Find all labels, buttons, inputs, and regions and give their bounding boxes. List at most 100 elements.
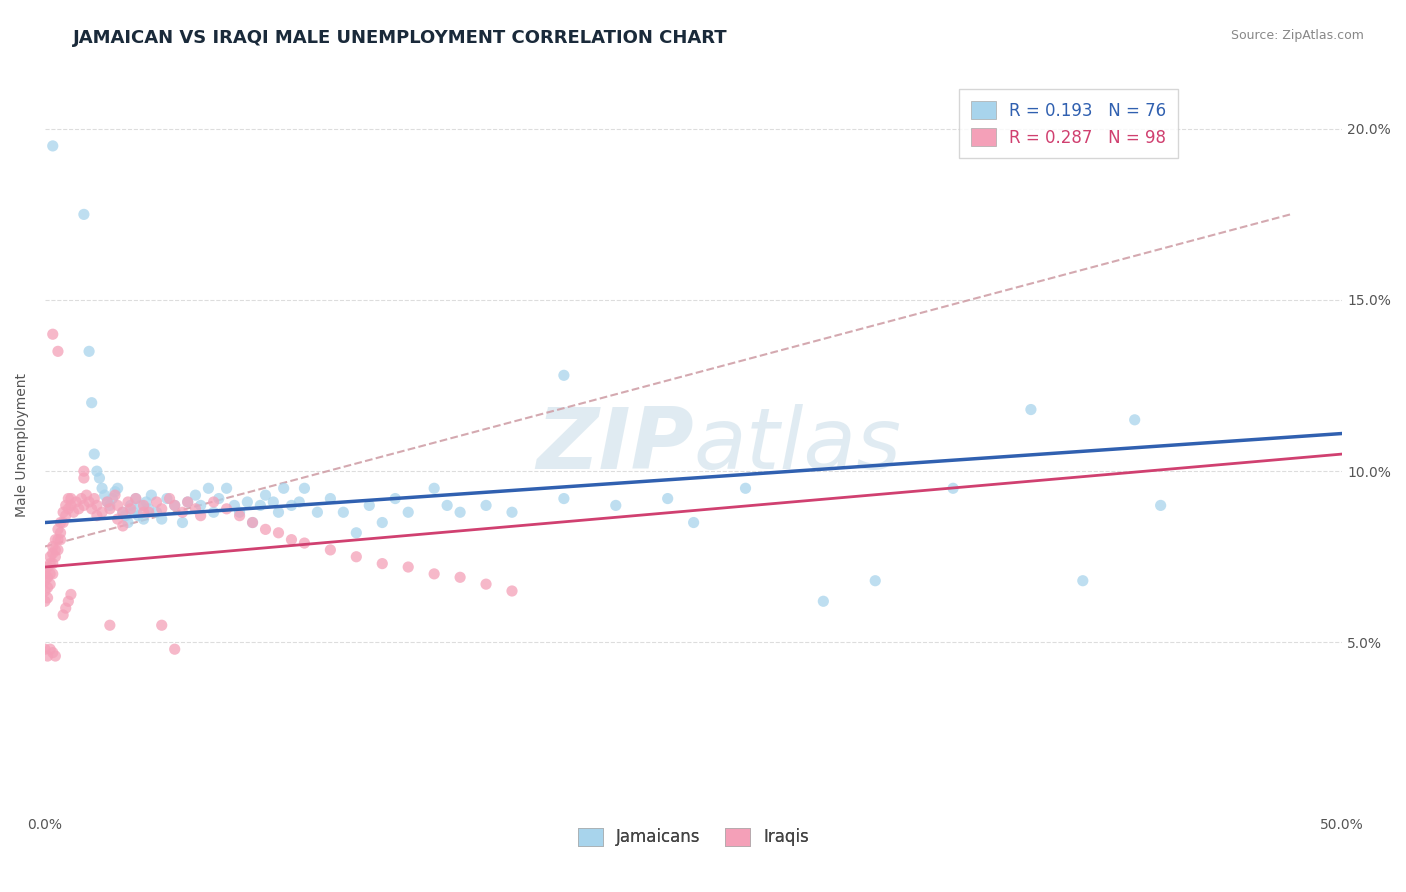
Point <box>114 508 136 523</box>
Point <box>58 501 80 516</box>
Point <box>1149 499 1171 513</box>
Point <box>190 508 212 523</box>
Point <box>80 501 103 516</box>
Point <box>254 488 277 502</box>
Y-axis label: Male Unemployment: Male Unemployment <box>15 374 30 517</box>
Point <box>1071 574 1094 588</box>
Point <box>242 516 264 530</box>
Point <box>107 512 129 526</box>
Point <box>294 536 316 550</box>
Point <box>52 516 75 530</box>
Text: Source: ZipAtlas.com: Source: ZipAtlas.com <box>1230 29 1364 42</box>
Point <box>83 491 105 506</box>
Point <box>294 481 316 495</box>
Point <box>77 344 100 359</box>
Point <box>332 505 354 519</box>
Point <box>813 594 835 608</box>
Point <box>49 525 72 540</box>
Point <box>39 566 62 581</box>
Point <box>254 522 277 536</box>
Point <box>77 495 100 509</box>
Point <box>384 491 406 506</box>
Point <box>267 505 290 519</box>
Text: atlas: atlas <box>693 404 901 487</box>
Point <box>125 491 148 506</box>
Point <box>49 533 72 547</box>
Point <box>91 505 114 519</box>
Point <box>344 525 367 540</box>
Point <box>42 540 65 554</box>
Point <box>145 495 167 509</box>
Point <box>73 207 96 221</box>
Point <box>344 549 367 564</box>
Point <box>307 505 329 519</box>
Point <box>280 533 302 547</box>
Point <box>371 557 394 571</box>
Point <box>176 495 198 509</box>
Point <box>37 581 59 595</box>
Point <box>215 501 238 516</box>
Point <box>553 491 575 506</box>
Point <box>138 505 160 519</box>
Point <box>150 618 173 632</box>
Point <box>197 481 219 495</box>
Point <box>86 464 108 478</box>
Point <box>117 495 139 509</box>
Point <box>39 557 62 571</box>
Point <box>65 495 87 509</box>
Point <box>371 516 394 530</box>
Point <box>98 501 121 516</box>
Point <box>475 499 498 513</box>
Point <box>159 491 181 506</box>
Point <box>107 481 129 495</box>
Point <box>34 566 56 581</box>
Point <box>39 642 62 657</box>
Point <box>176 495 198 509</box>
Point <box>89 471 111 485</box>
Point <box>501 505 523 519</box>
Point <box>280 499 302 513</box>
Point <box>132 512 155 526</box>
Point <box>96 495 118 509</box>
Point <box>104 488 127 502</box>
Point <box>101 491 124 506</box>
Point <box>111 505 134 519</box>
Point <box>96 495 118 509</box>
Point <box>111 519 134 533</box>
Point <box>262 495 284 509</box>
Point <box>163 499 186 513</box>
Point <box>145 505 167 519</box>
Text: JAMAICAN VS IRAQI MALE UNEMPLOYMENT CORRELATION CHART: JAMAICAN VS IRAQI MALE UNEMPLOYMENT CORR… <box>73 29 728 46</box>
Point <box>34 642 56 657</box>
Point <box>224 499 246 513</box>
Point <box>83 447 105 461</box>
Point <box>156 491 179 506</box>
Point <box>423 566 446 581</box>
Point <box>215 481 238 495</box>
Point <box>55 601 77 615</box>
Point <box>553 368 575 383</box>
Point <box>52 505 75 519</box>
Legend: Jamaicans, Iraqis: Jamaicans, Iraqis <box>571 821 817 853</box>
Point <box>59 499 82 513</box>
Point <box>605 499 627 513</box>
Point <box>501 584 523 599</box>
Point <box>46 522 69 536</box>
Point <box>67 501 90 516</box>
Point <box>359 499 381 513</box>
Point <box>396 560 419 574</box>
Point <box>163 499 186 513</box>
Point <box>190 499 212 513</box>
Point <box>172 505 194 519</box>
Point <box>46 344 69 359</box>
Point <box>55 508 77 523</box>
Point <box>34 584 56 599</box>
Point <box>39 549 62 564</box>
Point <box>228 508 250 523</box>
Point <box>98 499 121 513</box>
Point <box>734 481 756 495</box>
Point <box>55 499 77 513</box>
Point <box>122 505 145 519</box>
Point <box>59 587 82 601</box>
Point <box>172 516 194 530</box>
